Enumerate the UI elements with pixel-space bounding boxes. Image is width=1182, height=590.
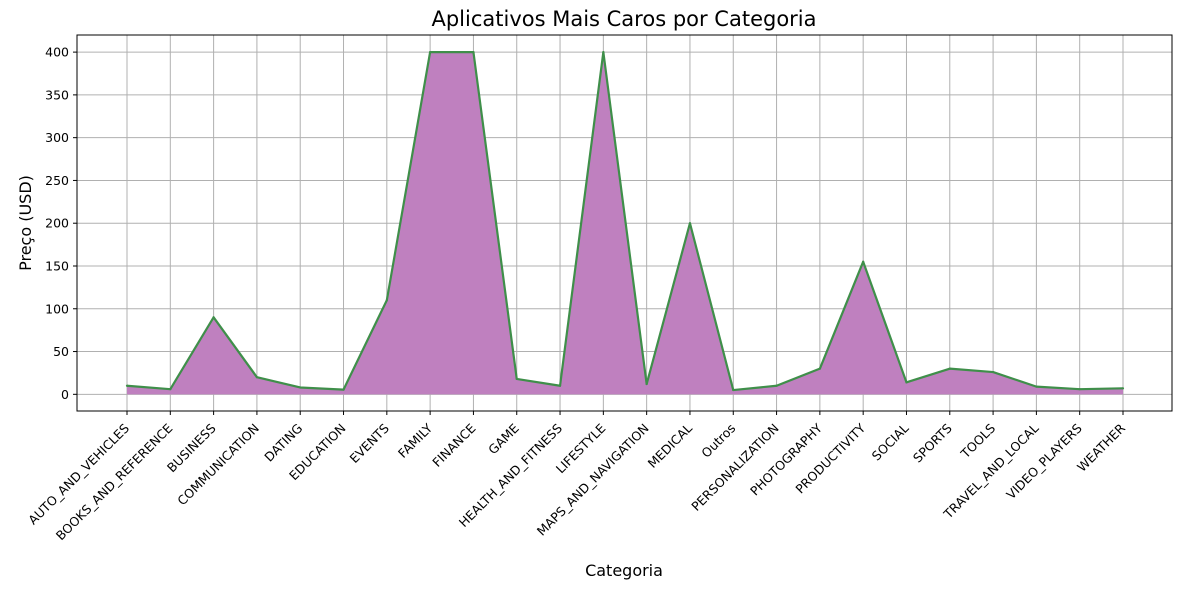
x-tick-label: WEATHER bbox=[1074, 420, 1128, 474]
data-point bbox=[169, 388, 172, 391]
data-point bbox=[125, 384, 129, 387]
series-line bbox=[126, 51, 1124, 392]
x-tick-label: EVENTS bbox=[346, 420, 391, 465]
data-point bbox=[299, 386, 302, 389]
data-point bbox=[645, 382, 648, 386]
data-point bbox=[255, 376, 259, 379]
x-tick-label: Outros bbox=[698, 421, 738, 461]
y-tick-label: 300 bbox=[45, 130, 69, 145]
y-tick-label: 50 bbox=[53, 344, 69, 359]
data-point bbox=[1121, 387, 1125, 390]
x-tick-label: SOCIAL bbox=[869, 420, 912, 463]
data-point bbox=[991, 370, 995, 374]
data-point bbox=[948, 367, 951, 370]
y-tick-label: 150 bbox=[45, 258, 69, 273]
data-point bbox=[818, 367, 821, 370]
y-tick-label: 250 bbox=[45, 173, 69, 188]
data-point bbox=[688, 222, 692, 225]
x-tick-label: GAME bbox=[485, 420, 522, 457]
x-tick-label: MEDICAL bbox=[645, 420, 695, 470]
x-tick-label: COMMUNICATION bbox=[174, 421, 262, 509]
x-tick-label: DATING bbox=[261, 421, 305, 465]
data-point bbox=[429, 51, 432, 54]
y-tick-label: 400 bbox=[45, 45, 69, 60]
x-tick-label: FAMILY bbox=[395, 420, 436, 461]
data-point bbox=[775, 384, 778, 387]
area-series bbox=[125, 51, 1125, 395]
data-point bbox=[342, 388, 345, 391]
data-point bbox=[905, 381, 908, 384]
data-point bbox=[732, 388, 735, 392]
x-tick-label: SPORTS bbox=[910, 420, 955, 465]
data-point bbox=[862, 260, 865, 263]
data-point bbox=[602, 51, 605, 54]
data-point bbox=[385, 299, 388, 302]
data-point bbox=[1078, 388, 1081, 391]
x-axis: AUTO_AND_VEHICLESBOOKS_AND_REFERENCEBUSI… bbox=[25, 411, 1128, 543]
data-point bbox=[212, 316, 215, 319]
y-tick-label: 0 bbox=[61, 387, 69, 402]
x-tick-label: VIDEO_PLAYERS bbox=[1003, 420, 1085, 502]
y-tick-label: 200 bbox=[45, 216, 69, 231]
data-point bbox=[558, 384, 562, 387]
y-tick-label: 350 bbox=[45, 87, 69, 102]
y-axis-label: Preço (USD) bbox=[16, 175, 35, 271]
y-tick-label: 100 bbox=[45, 301, 69, 316]
x-tick-label: FINANCE bbox=[429, 420, 478, 469]
chart-title: Aplicativos Mais Caros por Categoria bbox=[431, 7, 816, 31]
data-point bbox=[472, 51, 475, 54]
data-point bbox=[1035, 385, 1038, 388]
data-point bbox=[515, 377, 518, 381]
x-tick-label: TOOLS bbox=[957, 420, 998, 461]
y-axis: 0 50 100 150 200 250 300 350 400 bbox=[45, 45, 77, 402]
x-axis-label: Categoria bbox=[585, 561, 663, 580]
